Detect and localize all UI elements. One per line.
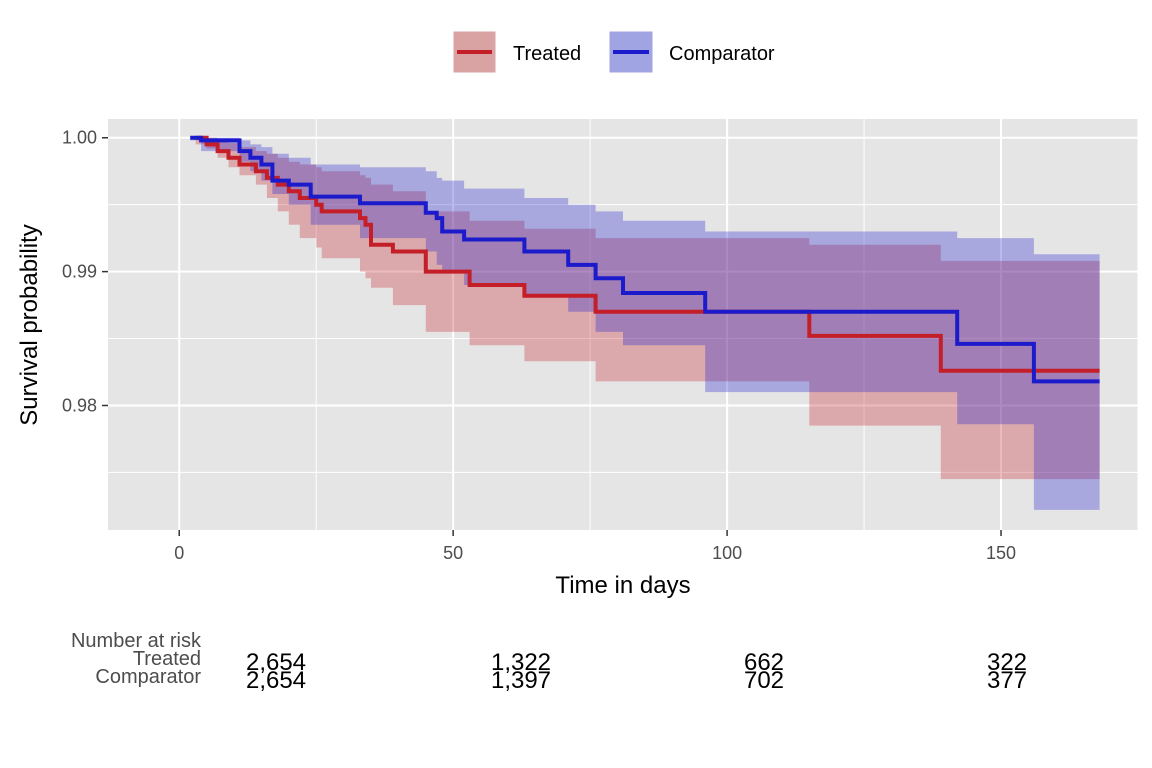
risk-value-treated: 662: [744, 649, 784, 676]
y-axis-title: Survival probability: [16, 224, 43, 425]
legend-label-comparator: Comparator: [669, 43, 775, 65]
legend-label-treated: Treated: [513, 43, 581, 65]
risk-value-comparator: 702: [744, 667, 784, 694]
x-axis-title: Time in days: [555, 572, 690, 599]
survival-curves: [190, 135, 1100, 384]
y-axis: 0.98 0.99 1.00: [62, 128, 108, 415]
confidence-bands: [190, 137, 1100, 510]
legend-item-treated: Treated: [452, 30, 581, 74]
y-tick-label: 0.98: [62, 395, 97, 415]
risk-value-treated: 1,322: [491, 649, 551, 676]
risk-row-label-treated: Treated: [133, 648, 201, 670]
risk-table-title: Number at risk: [71, 630, 202, 652]
grid-lines: [108, 119, 1139, 530]
risk-row-label-comparator: Comparator: [95, 666, 201, 688]
risk-value-treated: 2,654: [246, 649, 306, 676]
confidence-band-comparator: [190, 137, 1100, 510]
x-tick-label: 150: [986, 543, 1016, 563]
survival-line-treated: [195, 135, 1100, 373]
risk-value-comparator: 2,654: [246, 667, 306, 694]
risk-value-comparator: 1,397: [491, 667, 551, 694]
survival-line-comparator: [190, 135, 1100, 384]
risk-table: Number at risk Treated Comparator 2,654 1…: [71, 630, 1027, 694]
plot-panel: [108, 119, 1138, 530]
x-tick-label: 50: [443, 543, 463, 563]
x-axis: 0 50 100 150: [174, 530, 1016, 563]
confidence-band-treated: [195, 137, 1100, 480]
y-tick-label: 1.00: [62, 128, 97, 148]
legend-item-comparator: Comparator: [608, 30, 775, 74]
risk-value-treated: 322: [987, 649, 1027, 676]
risk-value-comparator: 377: [987, 667, 1027, 694]
risk-values: 2,654 1,322 662 322 2,654 1,397 702 377: [246, 649, 1027, 694]
x-tick-label: 0: [174, 543, 184, 563]
legend: Treated Comparator: [452, 30, 775, 74]
y-tick-label: 0.99: [62, 262, 97, 282]
x-tick-label: 100: [712, 543, 742, 563]
